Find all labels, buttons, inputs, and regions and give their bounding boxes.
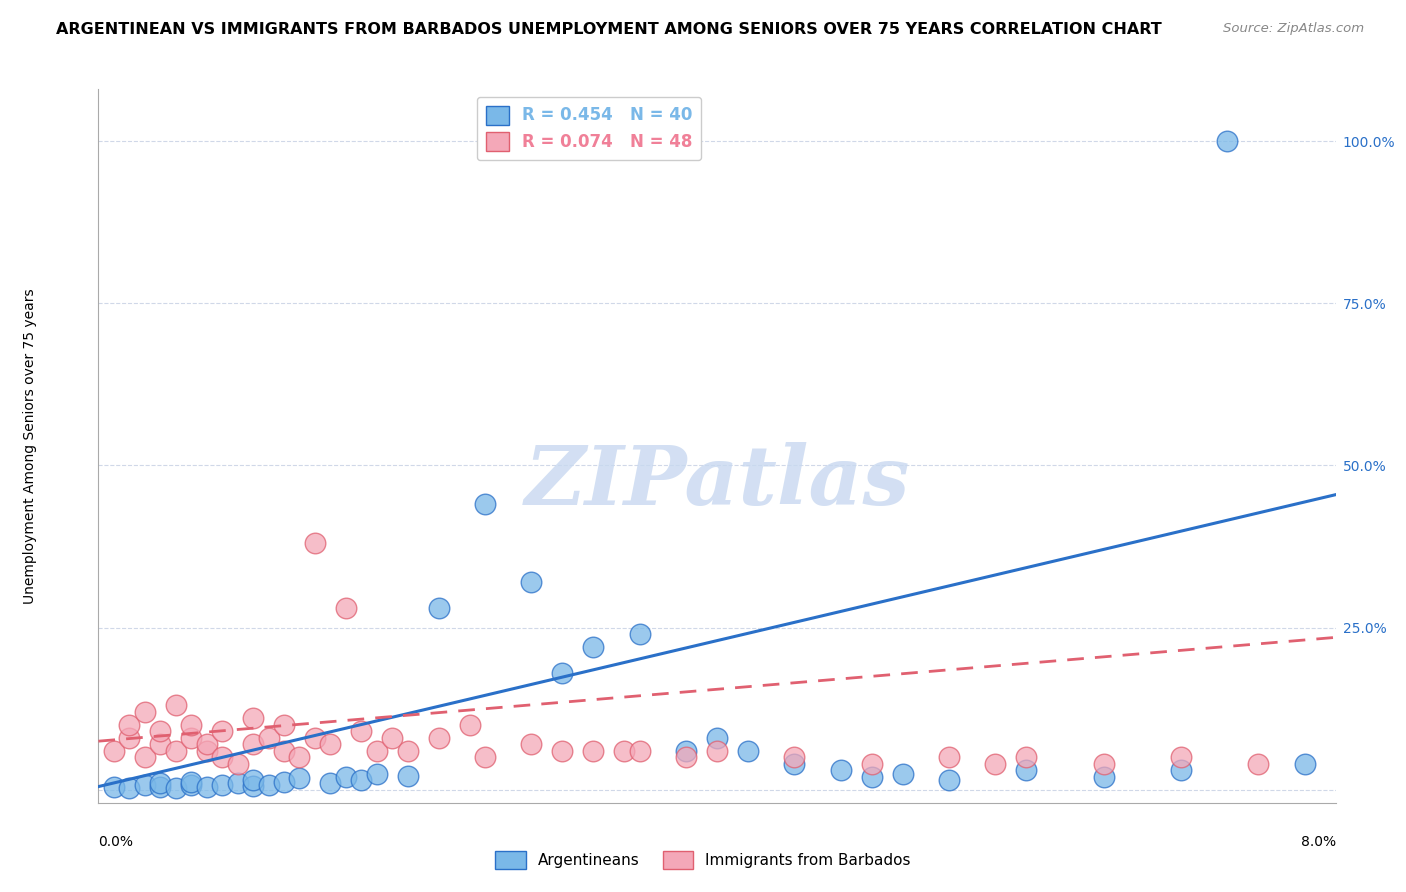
- Point: [381, 731, 404, 745]
- Point: [458, 718, 481, 732]
- Point: [211, 778, 233, 792]
- Point: [226, 776, 249, 790]
- Point: [1092, 770, 1115, 784]
- Point: [675, 750, 697, 764]
- Point: [288, 771, 311, 785]
- Point: [628, 627, 651, 641]
- Point: [180, 731, 202, 745]
- Point: [737, 744, 759, 758]
- Point: [366, 744, 388, 758]
- Point: [860, 770, 883, 784]
- Point: [165, 698, 187, 713]
- Point: [165, 780, 187, 795]
- Point: [180, 778, 202, 792]
- Point: [304, 731, 326, 745]
- Point: [551, 744, 574, 758]
- Point: [134, 778, 156, 792]
- Point: [149, 776, 172, 790]
- Point: [273, 718, 295, 732]
- Point: [118, 731, 141, 745]
- Point: [860, 756, 883, 771]
- Point: [180, 775, 202, 789]
- Point: [582, 744, 605, 758]
- Point: [474, 750, 496, 764]
- Point: [1170, 750, 1192, 764]
- Point: [783, 750, 806, 764]
- Point: [335, 770, 357, 784]
- Point: [783, 756, 806, 771]
- Point: [613, 744, 636, 758]
- Point: [257, 731, 280, 745]
- Point: [1092, 756, 1115, 771]
- Point: [520, 575, 543, 590]
- Point: [396, 744, 419, 758]
- Point: [195, 744, 218, 758]
- Point: [706, 731, 728, 745]
- Point: [103, 744, 125, 758]
- Point: [396, 768, 419, 782]
- Point: [891, 766, 914, 780]
- Point: [134, 750, 156, 764]
- Point: [195, 780, 218, 794]
- Point: [628, 744, 651, 758]
- Point: [273, 744, 295, 758]
- Point: [149, 780, 172, 794]
- Point: [350, 773, 373, 788]
- Point: [118, 718, 141, 732]
- Point: [938, 773, 960, 788]
- Text: 8.0%: 8.0%: [1301, 835, 1336, 849]
- Point: [350, 724, 373, 739]
- Legend: R = 0.454   N = 40, R = 0.074   N = 48: R = 0.454 N = 40, R = 0.074 N = 48: [477, 97, 702, 160]
- Point: [288, 750, 311, 764]
- Point: [226, 756, 249, 771]
- Point: [195, 738, 218, 752]
- Legend: Argentineans, Immigrants from Barbados: Argentineans, Immigrants from Barbados: [489, 845, 917, 875]
- Point: [474, 497, 496, 511]
- Text: 0.0%: 0.0%: [98, 835, 134, 849]
- Point: [551, 666, 574, 681]
- Point: [1294, 756, 1316, 771]
- Text: Unemployment Among Seniors over 75 years: Unemployment Among Seniors over 75 years: [24, 288, 38, 604]
- Point: [1015, 750, 1038, 764]
- Point: [1170, 764, 1192, 778]
- Point: [984, 756, 1007, 771]
- Point: [830, 764, 852, 778]
- Point: [706, 744, 728, 758]
- Point: [675, 744, 697, 758]
- Point: [149, 738, 172, 752]
- Point: [165, 744, 187, 758]
- Point: [582, 640, 605, 654]
- Point: [211, 724, 233, 739]
- Point: [1247, 756, 1270, 771]
- Point: [366, 766, 388, 780]
- Text: ZIPatlas: ZIPatlas: [524, 442, 910, 522]
- Point: [242, 779, 264, 793]
- Point: [520, 738, 543, 752]
- Text: ARGENTINEAN VS IMMIGRANTS FROM BARBADOS UNEMPLOYMENT AMONG SENIORS OVER 75 YEARS: ARGENTINEAN VS IMMIGRANTS FROM BARBADOS …: [56, 22, 1161, 37]
- Point: [319, 776, 342, 790]
- Point: [1015, 764, 1038, 778]
- Text: Source: ZipAtlas.com: Source: ZipAtlas.com: [1223, 22, 1364, 36]
- Point: [938, 750, 960, 764]
- Point: [118, 780, 141, 795]
- Point: [273, 775, 295, 789]
- Point: [304, 536, 326, 550]
- Point: [427, 601, 450, 615]
- Point: [1216, 134, 1239, 148]
- Point: [319, 738, 342, 752]
- Point: [427, 731, 450, 745]
- Point: [103, 780, 125, 794]
- Point: [149, 724, 172, 739]
- Point: [134, 705, 156, 719]
- Point: [257, 778, 280, 792]
- Point: [242, 738, 264, 752]
- Point: [335, 601, 357, 615]
- Point: [242, 711, 264, 725]
- Point: [242, 773, 264, 788]
- Point: [180, 718, 202, 732]
- Point: [211, 750, 233, 764]
